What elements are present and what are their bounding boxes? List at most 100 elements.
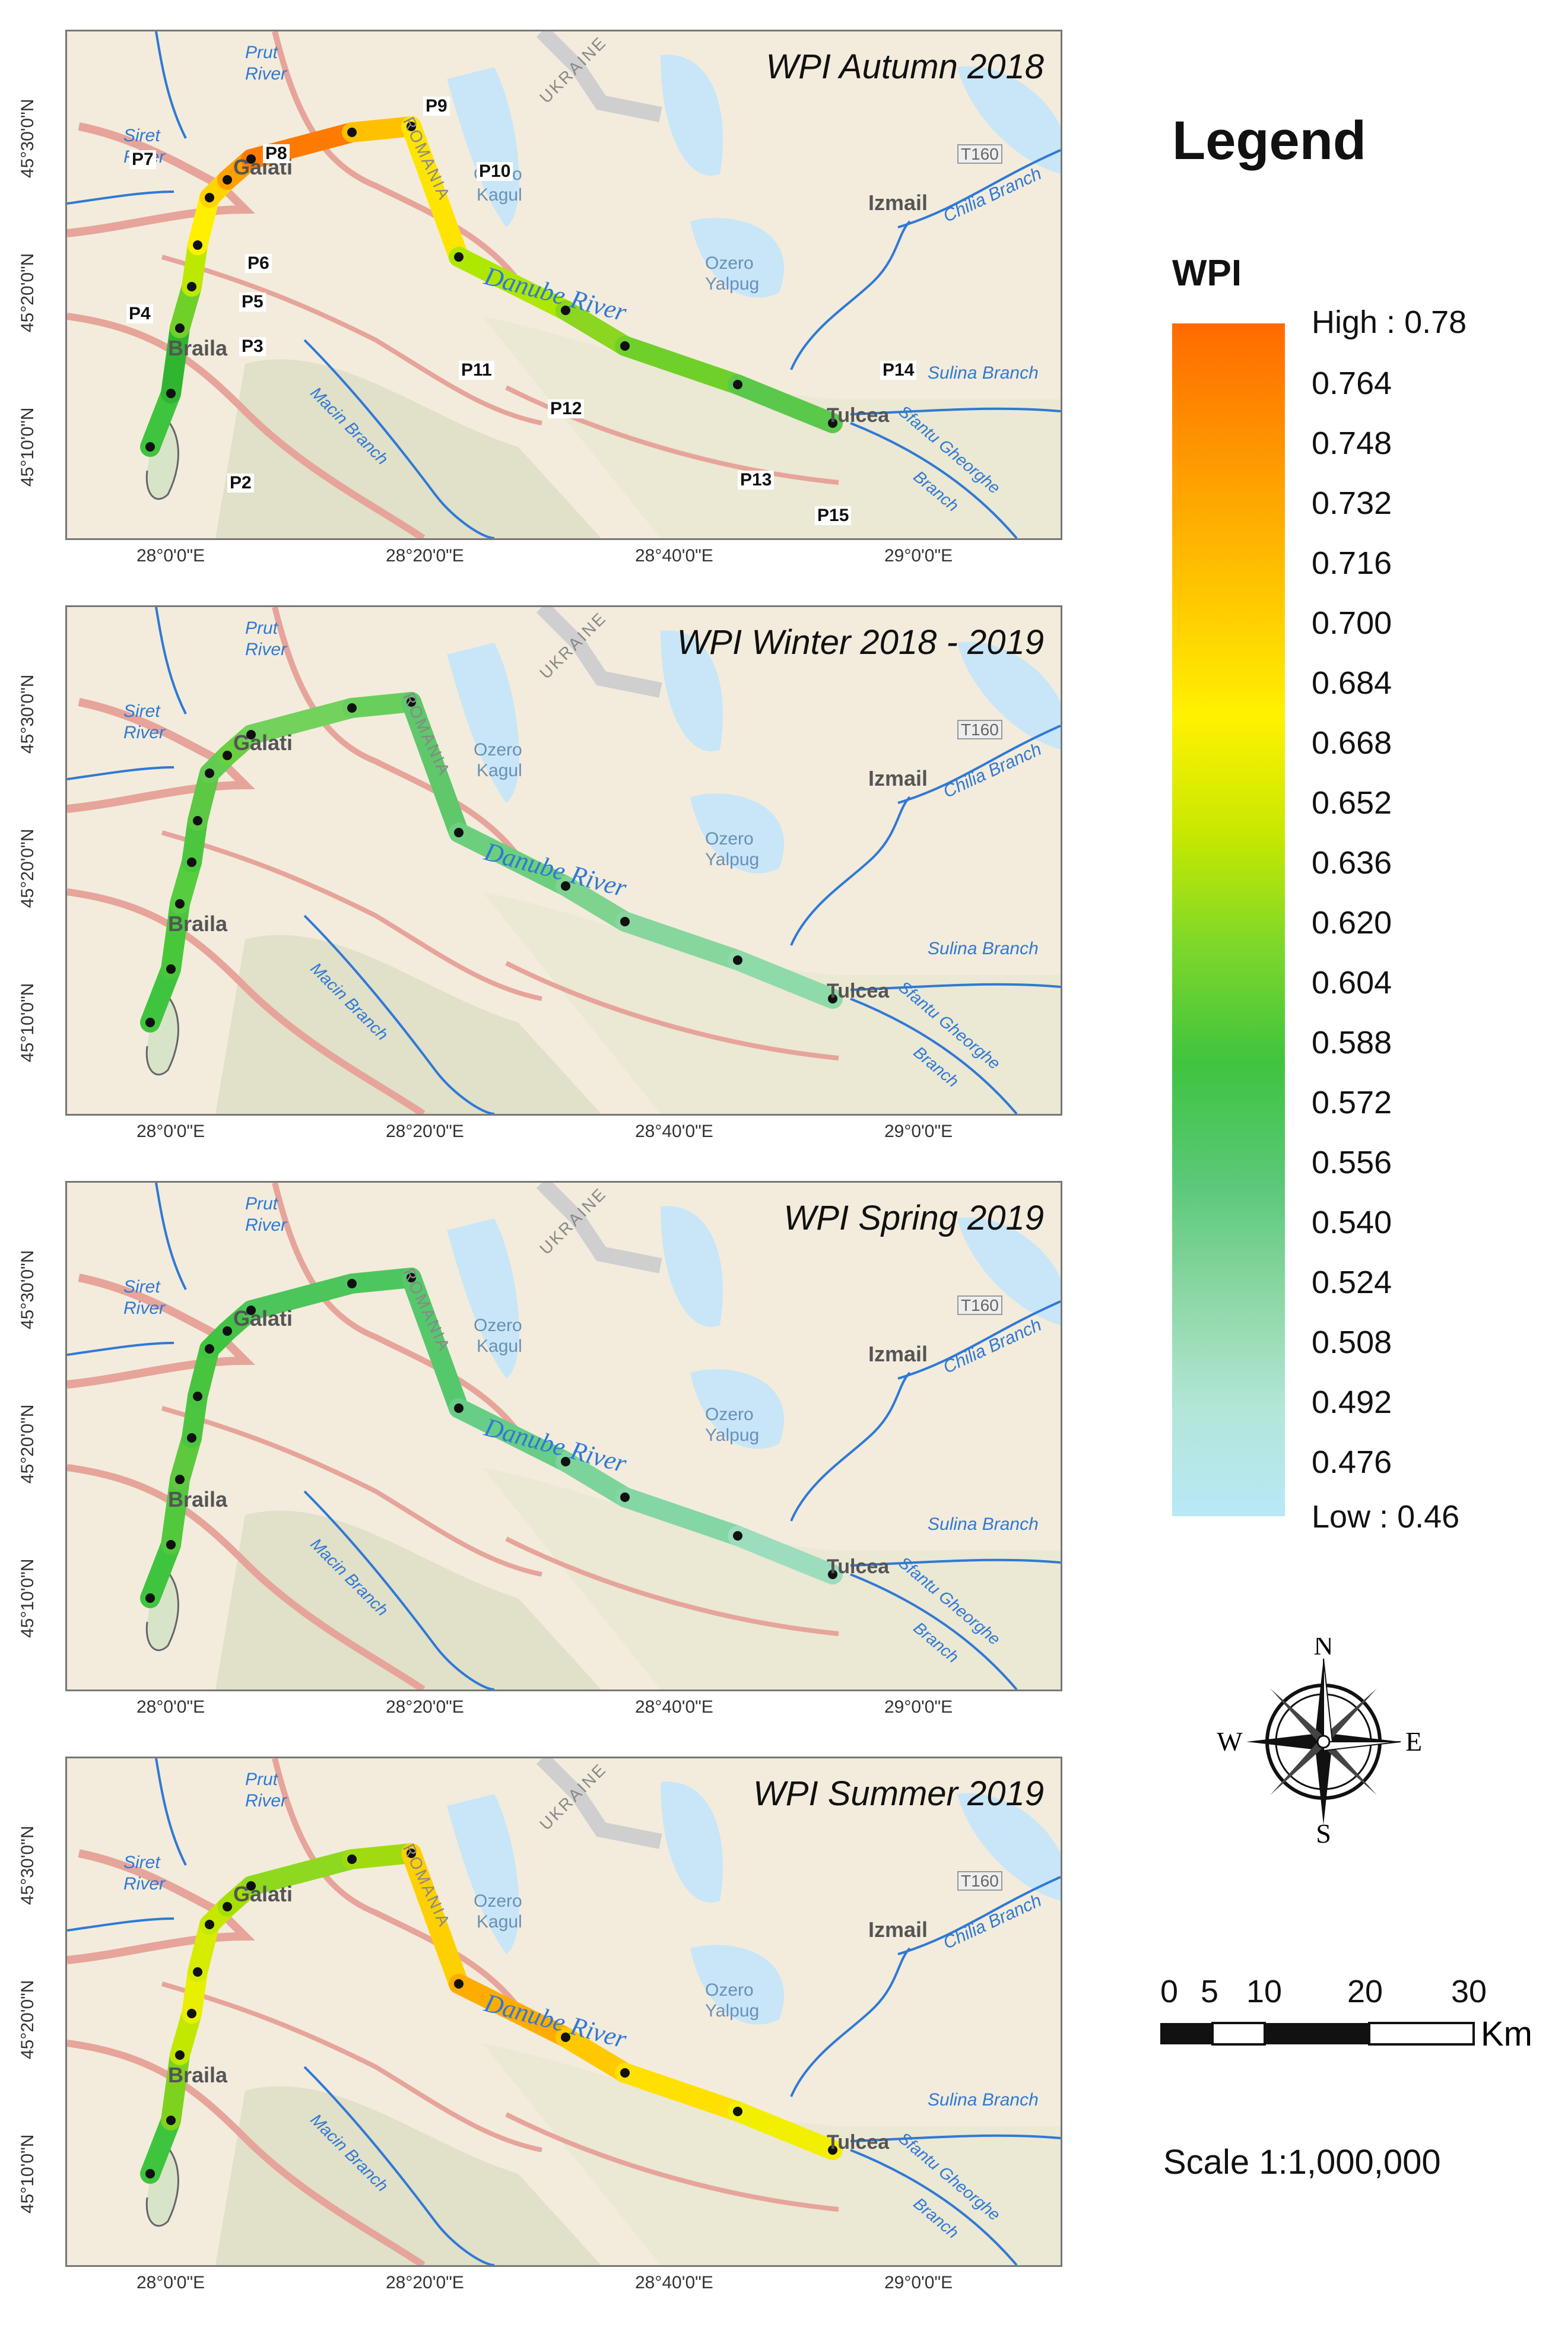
label-ozero-kagul: Kagul xyxy=(477,761,522,780)
label-prut-river: Prut xyxy=(245,43,278,62)
label-road-t160: T160 xyxy=(957,144,1002,164)
point-label: P14 xyxy=(880,361,917,380)
sampling-point xyxy=(733,2107,742,2116)
sampling-point xyxy=(246,730,256,739)
legend-tick: 0.748 xyxy=(1312,425,1392,461)
river-segments xyxy=(140,1843,843,2184)
lat-label: 45°30'0"N xyxy=(18,99,37,178)
river-segment xyxy=(241,698,362,745)
lat-label: 45°20'0"N xyxy=(18,828,37,908)
river-segment xyxy=(161,894,190,979)
point-label: P7 xyxy=(129,150,156,169)
sampling-point xyxy=(407,122,416,131)
sampling-points xyxy=(145,697,837,1027)
sampling-point xyxy=(828,1570,837,1579)
sampling-point xyxy=(407,1849,416,1858)
compass-s: S xyxy=(1316,1818,1331,1846)
legend-tick: 0.508 xyxy=(1312,1325,1392,1360)
label-braila: Braila xyxy=(168,1487,228,1511)
sampling-point xyxy=(828,2145,837,2155)
point-label: P6 xyxy=(245,254,272,273)
sampling-point xyxy=(145,1018,155,1027)
lon-label: 28°0'0"E xyxy=(137,1697,205,1717)
label-tulcea: Tulcea xyxy=(827,2131,890,2154)
river-segment xyxy=(615,912,748,970)
sampling-point xyxy=(347,128,357,137)
river-segment xyxy=(401,1268,469,1418)
scale-bar: 0 5 10 20 30 Km xyxy=(1160,1973,1568,2055)
label-ozero-yalpug: Yalpug xyxy=(705,1425,760,1445)
sampling-point xyxy=(246,154,256,164)
sampling-point xyxy=(175,1475,185,1484)
sampling-point xyxy=(187,1433,196,1443)
scale-tick: 20 xyxy=(1347,1974,1383,2009)
lat-label: 45°20'0"N xyxy=(18,1404,37,1484)
label-road-t160: T160 xyxy=(957,720,1002,740)
scale-ratio: Scale 1:1,000,000 xyxy=(1163,2143,1441,2181)
point-label: P4 xyxy=(126,304,153,323)
sampling-point xyxy=(175,2050,185,2060)
label-ozero-yalpug: Yalpug xyxy=(705,2001,760,2021)
label-ozero-yalpug: Ozero xyxy=(705,1980,754,2000)
lon-label: 28°20'0"E xyxy=(386,1697,464,1717)
map-panel: WPI Spring 2019 Prut River Siret River Galat… xyxy=(65,1181,1062,1691)
label-siret-river: River xyxy=(123,1874,166,1894)
label-braila: Braila xyxy=(168,336,228,360)
lon-label: 28°20'0"E xyxy=(386,546,464,566)
river-segment xyxy=(728,1526,843,1584)
label-prut-river: Prut xyxy=(245,1194,278,1214)
river-segment xyxy=(401,692,469,843)
sampling-point xyxy=(454,828,464,837)
scale-tick: 0 xyxy=(1160,1974,1179,2009)
legend-tick: 0.684 xyxy=(1312,665,1392,701)
sampling-point xyxy=(166,964,176,974)
lon-label: 28°0'0"E xyxy=(137,2273,205,2292)
label-prut-river: River xyxy=(245,1215,287,1235)
sampling-point xyxy=(193,240,202,250)
compass-w: W xyxy=(1217,1726,1243,1757)
river-segment xyxy=(728,2101,843,2160)
lon-label: 28°40'0"E xyxy=(635,546,713,566)
sampling-point xyxy=(205,193,214,202)
lon-label: 29°0'0"E xyxy=(884,2273,953,2292)
legend-tick: 0.700 xyxy=(1312,605,1392,641)
river-segment xyxy=(241,1274,362,1320)
sampling-point xyxy=(145,1593,155,1603)
label-sulina-branch: Sulina Branch xyxy=(928,363,1039,383)
label-ozero-kagul: Kagul xyxy=(477,185,522,205)
sampling-point xyxy=(347,1279,357,1288)
river-segment xyxy=(615,1487,748,1546)
lat-label: 45°10'0"N xyxy=(18,2134,37,2214)
sampling-point xyxy=(187,858,196,867)
label-ozero-yalpug: Ozero xyxy=(705,1405,754,1424)
sampling-point xyxy=(561,306,570,315)
label-ozero-kagul: Ozero xyxy=(474,1891,522,1911)
sampling-point xyxy=(561,881,570,891)
legend-tick: 0.636 xyxy=(1312,845,1392,881)
point-label: P2 xyxy=(227,474,254,493)
legend-tick: 0.604 xyxy=(1312,965,1392,1001)
river-segment xyxy=(615,336,748,395)
river-segment xyxy=(241,1849,362,1896)
legend-tick: 0.588 xyxy=(1312,1025,1392,1060)
sampling-point xyxy=(454,1979,464,1989)
label-siret-river: River xyxy=(123,723,166,742)
panel-title: WPI Summer 2019 xyxy=(753,1774,1044,1813)
label-galati: Galati xyxy=(233,731,293,755)
legend-tick: 0.492 xyxy=(1312,1384,1392,1420)
river-segment xyxy=(556,876,635,932)
river-segments xyxy=(140,1268,843,1608)
label-ozero-yalpug: Yalpug xyxy=(705,274,760,294)
label-siret-river: Siret xyxy=(123,701,160,721)
lat-label: 45°30'0"N xyxy=(18,674,37,754)
lat-label: 45°20'0"N xyxy=(18,253,37,332)
wpi-color-ramp xyxy=(1172,323,1285,1516)
label-prut-river: Prut xyxy=(245,1770,278,1789)
sampling-point xyxy=(205,768,214,778)
legend-tick: 0.556 xyxy=(1312,1145,1392,1180)
sampling-point xyxy=(187,282,196,291)
river-segment xyxy=(161,1469,190,1555)
label-izmail: Izmail xyxy=(868,190,928,215)
label-sulina-branch: Sulina Branch xyxy=(928,939,1039,958)
sampling-point xyxy=(347,1854,357,1864)
